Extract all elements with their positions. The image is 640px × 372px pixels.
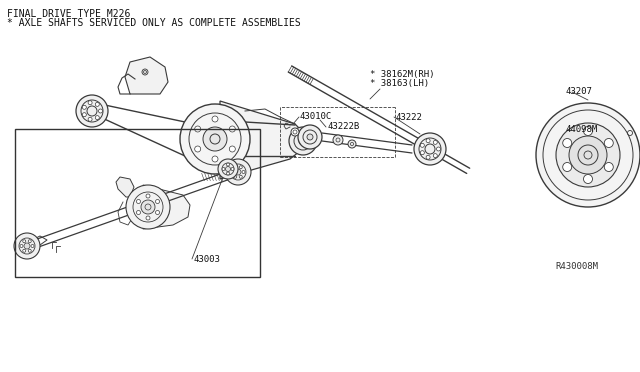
Circle shape <box>569 136 607 174</box>
Text: FINAL DRIVE TYPE M226: FINAL DRIVE TYPE M226 <box>7 9 131 19</box>
Circle shape <box>536 103 640 207</box>
Text: 43207: 43207 <box>565 87 592 96</box>
Circle shape <box>31 244 34 247</box>
Circle shape <box>83 105 86 109</box>
Circle shape <box>20 244 23 247</box>
Circle shape <box>225 159 251 185</box>
Circle shape <box>212 116 218 122</box>
Circle shape <box>604 163 613 171</box>
Circle shape <box>239 175 243 178</box>
Circle shape <box>95 102 99 106</box>
Circle shape <box>584 174 593 183</box>
Circle shape <box>203 127 227 151</box>
Bar <box>15 129 260 277</box>
Circle shape <box>414 133 446 165</box>
Circle shape <box>142 69 148 75</box>
Polygon shape <box>220 101 305 179</box>
Polygon shape <box>125 57 168 94</box>
Circle shape <box>95 116 99 120</box>
Circle shape <box>436 147 440 151</box>
Circle shape <box>156 199 159 203</box>
Circle shape <box>156 211 159 215</box>
Circle shape <box>231 170 234 173</box>
Circle shape <box>231 167 234 170</box>
Circle shape <box>218 159 238 179</box>
Circle shape <box>299 137 307 145</box>
Circle shape <box>291 128 299 136</box>
Circle shape <box>229 146 236 152</box>
Circle shape <box>225 167 230 171</box>
Circle shape <box>420 143 424 147</box>
Circle shape <box>556 123 620 187</box>
Circle shape <box>136 199 140 203</box>
Circle shape <box>99 109 102 113</box>
Circle shape <box>88 117 92 121</box>
Circle shape <box>83 113 86 117</box>
Polygon shape <box>116 177 134 197</box>
Circle shape <box>227 172 230 175</box>
Circle shape <box>235 169 241 175</box>
Circle shape <box>23 249 26 252</box>
Circle shape <box>239 166 243 169</box>
Circle shape <box>242 170 245 173</box>
Circle shape <box>307 134 313 140</box>
Text: 43222B: 43222B <box>327 122 359 131</box>
Circle shape <box>28 240 31 243</box>
Text: 44098M: 44098M <box>565 125 597 134</box>
Circle shape <box>146 216 150 220</box>
Circle shape <box>234 175 237 178</box>
Circle shape <box>24 243 30 249</box>
Circle shape <box>23 240 26 243</box>
Circle shape <box>229 126 236 132</box>
Circle shape <box>426 155 430 159</box>
Circle shape <box>433 140 437 144</box>
Circle shape <box>212 156 218 162</box>
Text: 43222: 43222 <box>395 113 422 122</box>
Circle shape <box>348 140 356 148</box>
Circle shape <box>136 211 140 215</box>
Text: * 38163(LH): * 38163(LH) <box>370 79 429 88</box>
Circle shape <box>28 249 31 252</box>
Circle shape <box>222 167 225 170</box>
Circle shape <box>420 151 424 155</box>
Circle shape <box>141 200 155 214</box>
Circle shape <box>433 154 437 158</box>
Circle shape <box>298 125 322 149</box>
Circle shape <box>180 104 250 174</box>
Text: 43003: 43003 <box>193 255 220 264</box>
Circle shape <box>333 135 343 145</box>
Circle shape <box>195 126 201 132</box>
Circle shape <box>146 194 150 198</box>
Circle shape <box>126 185 170 229</box>
Text: * AXLE SHAFTS SERVICED ONLY AS COMPLETE ASSEMBLIES: * AXLE SHAFTS SERVICED ONLY AS COMPLETE … <box>7 18 301 28</box>
Circle shape <box>604 138 613 148</box>
Circle shape <box>563 163 572 171</box>
Polygon shape <box>143 185 190 229</box>
Circle shape <box>14 233 40 259</box>
Circle shape <box>76 95 108 127</box>
Circle shape <box>88 101 92 105</box>
Circle shape <box>195 146 201 152</box>
Text: R430008M: R430008M <box>555 262 598 271</box>
Text: * 38162M(RH): * 38162M(RH) <box>370 70 435 79</box>
Text: 43010C: 43010C <box>300 112 332 121</box>
Circle shape <box>563 138 572 148</box>
Circle shape <box>289 127 317 155</box>
Circle shape <box>227 163 230 166</box>
Circle shape <box>234 166 237 169</box>
Circle shape <box>426 139 430 143</box>
Circle shape <box>584 126 593 135</box>
